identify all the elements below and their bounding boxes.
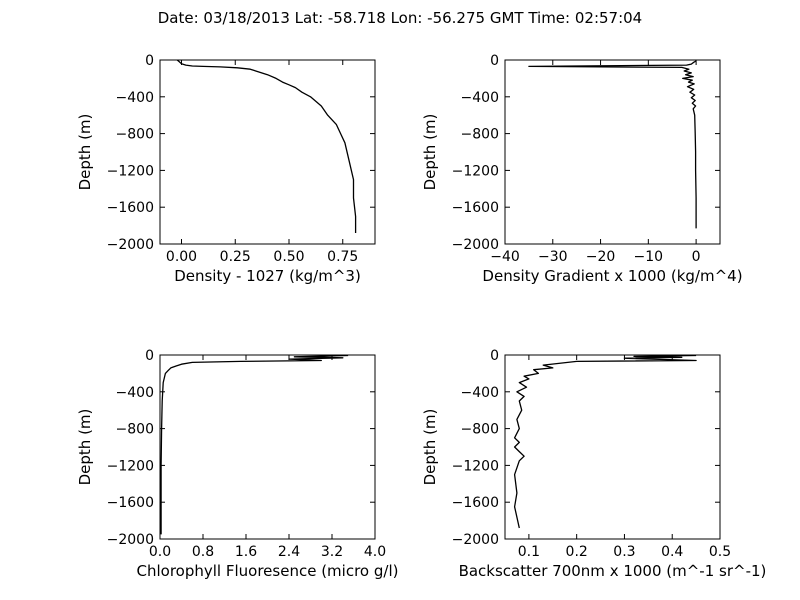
density-gradient-xtick-label: −10 [634, 249, 664, 265]
density-gradient-ytick-label: −1200 [452, 163, 499, 179]
chlorophyll-ytick-label: 0 [145, 348, 154, 364]
density-ytick-label: −2000 [107, 237, 154, 253]
chlorophyll-xtick-label: 1.6 [235, 544, 257, 560]
backscatter-ytick-label: −400 [461, 385, 499, 401]
backscatter-ytick-label: −1600 [452, 495, 499, 511]
density-ytick-label: −400 [116, 90, 154, 106]
chlorophyll-xtick-label: 2.4 [278, 544, 300, 560]
density-gradient-plot: −40 −30 −20 −10 0 0 −400 −800 −1200 −1600 −2000 Den… [421, 53, 743, 285]
chlorophyll-profile-line [160, 355, 349, 535]
density-xtick-label: 0.75 [327, 249, 358, 265]
density-gradient-xtick-label: −30 [538, 249, 568, 265]
chlorophyll-ytick-label: −800 [116, 422, 154, 438]
backscatter-ytick-label: 0 [490, 348, 499, 364]
density-gradient-xlabel: Density Gradient x 1000 (kg/m^4) [482, 267, 742, 285]
density-ylabel: Depth (m) [76, 114, 94, 191]
density-gradient-xtick-label: −20 [586, 249, 616, 265]
backscatter-xtick-label: 0.3 [613, 544, 635, 560]
density-gradient-ytick-label: −800 [461, 127, 499, 143]
density-gradient-profile-line [528, 60, 697, 229]
backscatter-ylabel: Depth (m) [421, 409, 439, 486]
chlorophyll-ytick-label: −1600 [107, 495, 154, 511]
chlorophyll-axes-frame [159, 354, 376, 540]
density-gradient-ytick-label: −1600 [452, 200, 499, 216]
backscatter-xtick-label: 0.2 [566, 544, 588, 560]
density-gradient-xtick-label: 0 [692, 249, 701, 265]
chlorophyll-ylabel: Depth (m) [76, 409, 94, 486]
depth-profile-plots: 0.00 0.25 0.50 0.750−400−800−1200−1600−2000… [76, 53, 766, 580]
density-gradient-ytick-label: 0 [490, 53, 499, 69]
density-xtick-label: 0.50 [273, 249, 304, 265]
density-xtick-label: 0.00 [166, 249, 197, 265]
chlorophyll-plot: 0.0 0.8 1.6 2.4 3.2 4.0 0 −400 −800 −1200 −1600 −20… [76, 348, 398, 580]
figure-title: Date: 03/18/2013 Lat: -58.718 Lon: -56.2… [158, 9, 642, 27]
backscatter-ytick-label: −1200 [452, 458, 499, 474]
density-gradient-ytick-label: −400 [461, 90, 499, 106]
chlorophyll-xtick-label: 4.0 [364, 544, 386, 560]
density-ytick-label: −1200 [107, 163, 154, 179]
density-xlabel: Density - 1027 (kg/m^3) [174, 267, 361, 285]
chlorophyll-ytick-label: −400 [116, 385, 154, 401]
backscatter-xtick-label: 0.1 [518, 544, 540, 560]
density-xtick-label: 0.25 [220, 249, 251, 265]
density-gradient-axes-frame [504, 59, 721, 245]
backscatter-plot: 0.1 0.2 0.3 0.4 0.5 0 −400 −800 −1200 −1600 −2000 B… [421, 348, 766, 580]
density-axes-frame [159, 59, 376, 245]
density-profile-line [176, 60, 357, 233]
density-ytick-label: −1600 [107, 200, 154, 216]
backscatter-axes-frame [504, 354, 721, 540]
density-gradient-ytick-label: −2000 [452, 237, 499, 253]
density-gradient-ylabel: Depth (m) [421, 114, 439, 191]
backscatter-xlabel: Backscatter 700nm x 1000 (m^-1 sr^-1) [459, 562, 767, 580]
chlorophyll-xtick-label: 0.8 [192, 544, 214, 560]
chlorophyll-xtick-label: 3.2 [321, 544, 343, 560]
chlorophyll-xlabel: Chlorophyll Fluoresence (micro g/l) [137, 562, 399, 580]
chlorophyll-ytick-label: −2000 [107, 532, 154, 548]
backscatter-profile-line [513, 355, 697, 529]
density-gradient-xtick-label: −40 [490, 249, 520, 265]
density-plot: 0.00 0.25 0.50 0.75 0 −400 −800 −1200 −1600 −2000… [76, 53, 376, 285]
chlorophyll-xtick-label: 0.0 [149, 544, 171, 560]
density-ytick-label: −800 [116, 127, 154, 143]
backscatter-ytick-label: −2000 [452, 532, 499, 548]
backscatter-xtick-label: 0.4 [661, 544, 683, 560]
chlorophyll-ytick-label: −1200 [107, 458, 154, 474]
density-ytick-label: 0 [145, 53, 154, 69]
backscatter-ytick-label: −800 [461, 422, 499, 438]
backscatter-xtick-label: 0.5 [709, 544, 731, 560]
